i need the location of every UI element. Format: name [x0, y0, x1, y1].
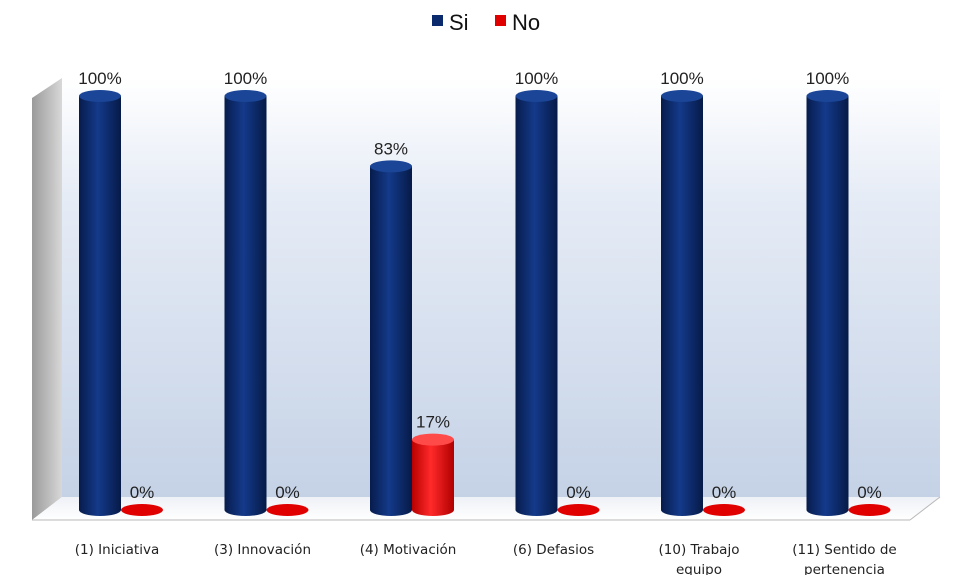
- bar-top: [121, 504, 163, 516]
- bar-top: [848, 504, 891, 516]
- data-label-no-5: 0%: [712, 483, 737, 502]
- bar-body: [79, 96, 121, 516]
- bar-body: [661, 96, 703, 516]
- chart-marks: 100% 0% 100% 0% 83% 17% 100% 0% 100% 0% 100% 0%: [78, 69, 891, 516]
- bar-body: [806, 96, 849, 516]
- bar-top: [370, 160, 412, 173]
- bar-no-6: [848, 504, 891, 516]
- bar-body: [370, 166, 412, 516]
- category-label-3: (4) Motivación: [360, 542, 457, 558]
- bar-si-5: [661, 90, 703, 516]
- category-label-6: (11) Sentido de: [792, 542, 896, 558]
- bar-top: [224, 90, 267, 102]
- floor-right-edge: [909, 496, 941, 521]
- bar-top: [661, 90, 703, 102]
- data-label-si-3: 83%: [374, 139, 408, 158]
- bar-top: [806, 90, 849, 102]
- bar-top: [266, 504, 309, 516]
- chart-side-wall: [32, 78, 62, 520]
- bar-body: [224, 96, 267, 516]
- bar-top: [515, 90, 558, 102]
- bar-no-5: [703, 504, 745, 516]
- data-label-si-6: 100%: [806, 69, 849, 88]
- data-label-no-1: 0%: [130, 483, 155, 502]
- bar-top: [412, 433, 454, 446]
- category-labels: (1) Iniciativa (3) Innovación (4) Motivaci…: [75, 542, 897, 575]
- data-label-si-1: 100%: [78, 69, 121, 88]
- bar-si-2: [224, 90, 267, 516]
- bar-top: [703, 504, 745, 516]
- bar-no-4: [557, 504, 600, 516]
- category-label-5: (10) Trabajo: [659, 542, 740, 558]
- legend-swatch-si: [432, 15, 443, 26]
- data-label-no-2: 0%: [275, 483, 300, 502]
- category-label-4: (6) Defasios: [513, 542, 594, 558]
- data-label-si-2: 100%: [224, 69, 267, 88]
- bar-si-6: [806, 90, 849, 516]
- category-label-6-line-2: pertenencia: [804, 562, 885, 575]
- data-label-si-4: 100%: [515, 69, 558, 88]
- bar-top: [79, 90, 121, 102]
- category-label-5-line-2: equipo: [676, 562, 722, 575]
- bar-si-4: [515, 90, 558, 516]
- bar-si-1: [79, 90, 121, 516]
- category-label-2: (3) Innovación: [214, 542, 311, 558]
- bar-no-1: [121, 504, 163, 516]
- legend-label-si: Si: [449, 10, 469, 35]
- data-label-no-4: 0%: [566, 483, 591, 502]
- legend: Si No: [432, 10, 540, 35]
- bar-si-3: [370, 160, 412, 516]
- chart-floor: [32, 497, 940, 520]
- legend-label-no: No: [512, 10, 540, 35]
- bar-no-3: [412, 433, 454, 516]
- bar-body: [412, 439, 454, 516]
- bar-no-2: [266, 504, 309, 516]
- bar-body: [515, 96, 558, 516]
- chart-back-wall: [62, 78, 940, 497]
- category-label-1: (1) Iniciativa: [75, 542, 159, 558]
- legend-swatch-no: [495, 15, 506, 26]
- data-label-no-6: 0%: [857, 483, 882, 502]
- data-label-no-3: 17%: [416, 413, 450, 432]
- data-label-si-5: 100%: [660, 69, 703, 88]
- bar-top: [557, 504, 600, 516]
